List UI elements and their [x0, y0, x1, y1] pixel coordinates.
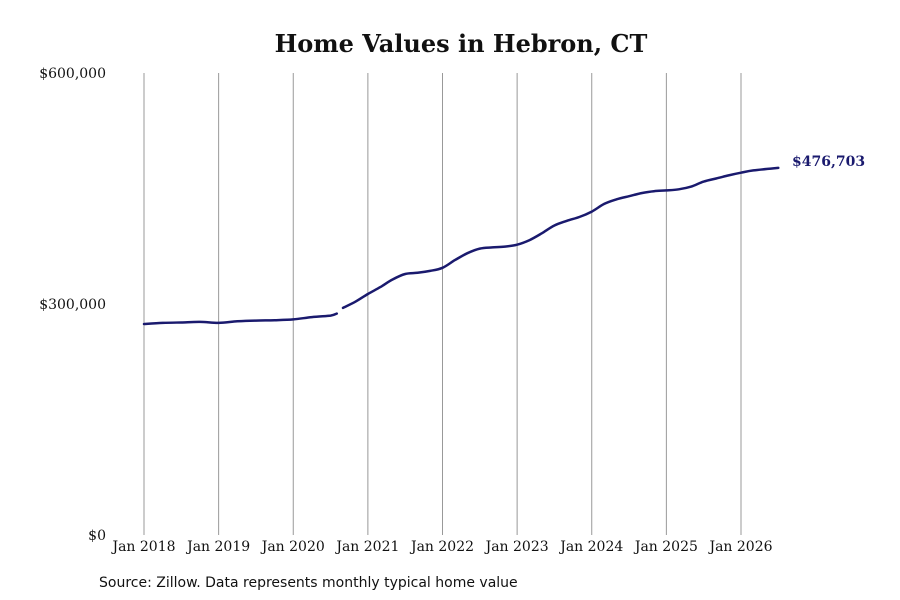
y-tick-label: $300,000	[39, 297, 106, 313]
x-axis-ticks: Jan 2018 Jan 2019 Jan 2020 Jan 2021 Jan 2022…	[110, 539, 772, 555]
series-line-segment	[341, 166, 780, 310]
x-tick-label: Jan 2026	[707, 539, 772, 555]
y-tick-label: $600,000	[39, 66, 106, 82]
x-tick-label: Jan 2025	[633, 539, 698, 555]
home-value-line	[142, 166, 780, 326]
x-tick-label: Jan 2024	[558, 539, 623, 555]
x-tick-label: Jan 2020	[260, 539, 325, 555]
series-line-segment	[142, 312, 339, 326]
chart-title: Home Values in Hebron, CT	[275, 29, 648, 58]
x-tick-label: Jan 2019	[185, 539, 250, 555]
source-note: Source: Zillow. Data represents monthly …	[99, 575, 518, 591]
x-tick-label: Jan 2023	[484, 539, 549, 555]
y-tick-label: $0	[88, 528, 106, 544]
x-tick-label: Jan 2018	[110, 539, 175, 555]
x-tick-label: Jan 2021	[334, 539, 399, 555]
x-tick-label: Jan 2022	[409, 539, 474, 555]
end-value-label: $476,703	[792, 154, 865, 170]
grid-lines	[143, 73, 742, 535]
y-axis-ticks: $0 $300,000 $600,000	[39, 66, 106, 544]
